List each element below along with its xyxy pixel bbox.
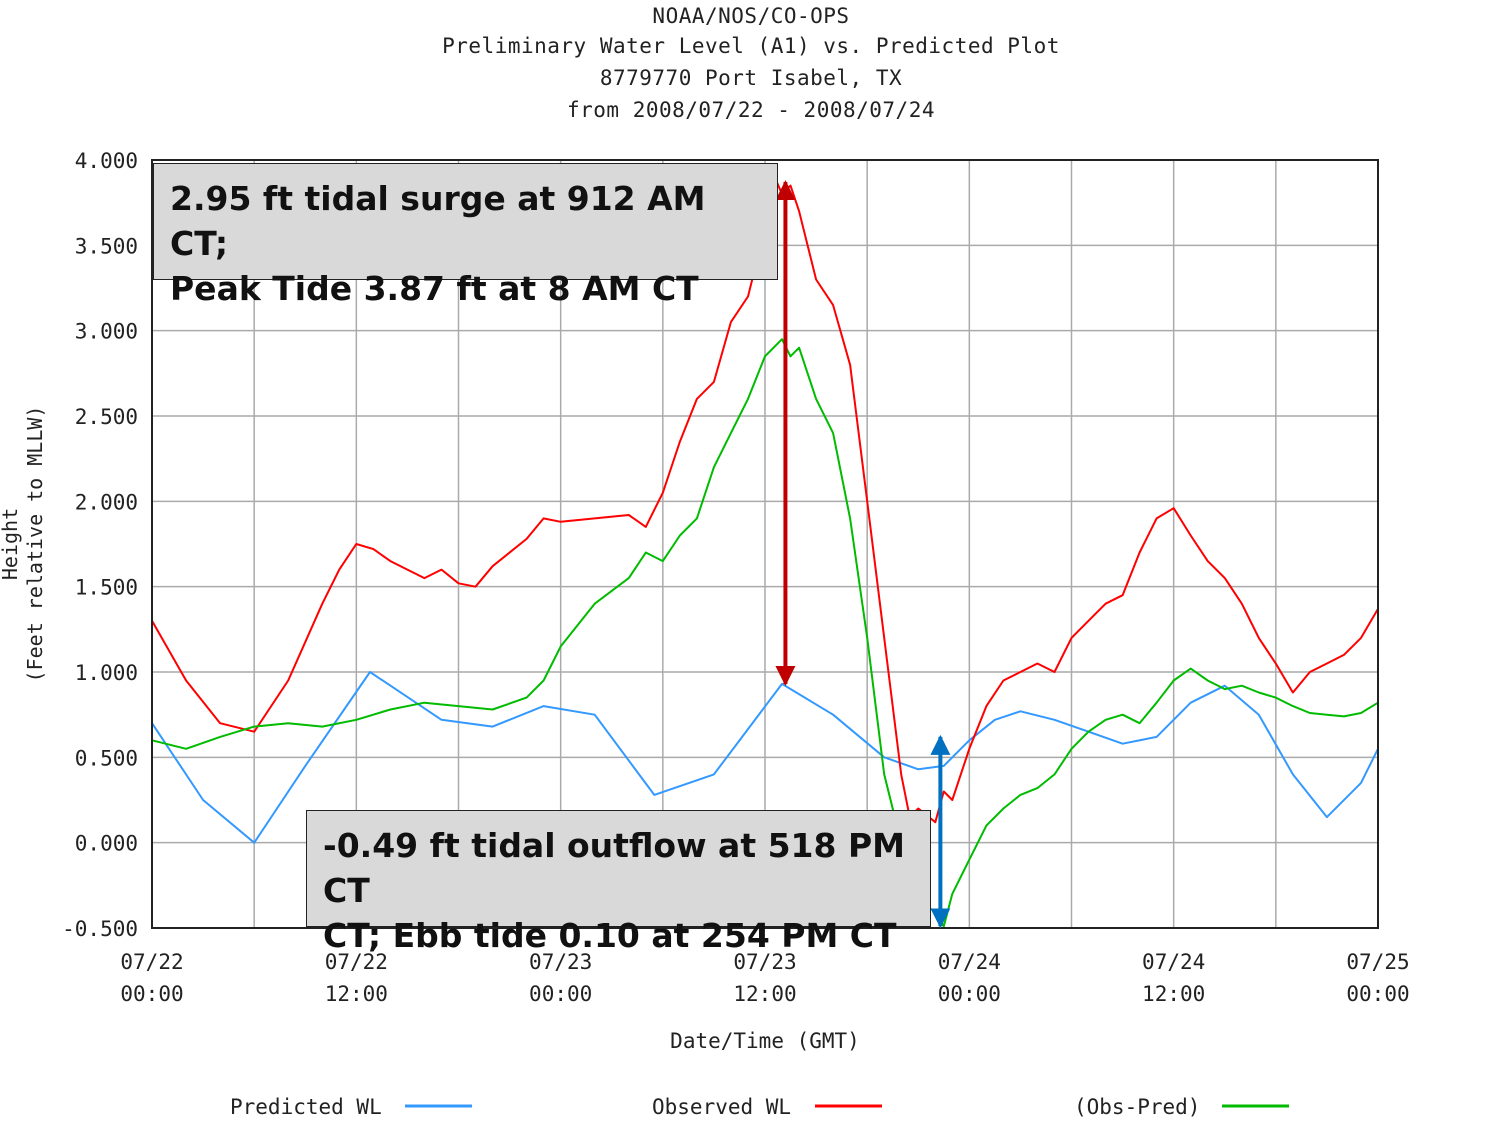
legend: Predicted WL Observed WL (Obs-Pred) — [230, 1095, 1289, 1119]
y-axis-label-line-2: (Feet relative to MLLW) — [23, 406, 47, 683]
legend-observed-label: Observed WL — [652, 1095, 791, 1119]
x-tick-date-label: 07/25 — [1346, 950, 1409, 974]
legend-obs-pred-label: (Obs-Pred) — [1074, 1095, 1200, 1119]
legend-predicted-label: Predicted WL — [230, 1095, 382, 1119]
chart-title-line-3: 8779770 Port Isabel, TX — [599, 66, 903, 90]
y-tick-label: 0.500 — [75, 746, 138, 770]
x-axis-ticks: 07/22 00:00 07/22 12:00 07/23 00:00 07/23 12:00… — [120, 950, 1409, 1006]
x-tick-date-label: 07/22 — [325, 950, 388, 974]
x-tick-time-label: 00:00 — [120, 982, 183, 1006]
y-tick-label: 4.000 — [75, 149, 138, 173]
x-tick-date-label: 07/24 — [938, 950, 1001, 974]
surge-annotation: 2.95 ft tidal surge at 912 AM CT; Peak T… — [153, 163, 778, 308]
chart-title-line-1: NOAA/NOS/CO-OPS — [652, 4, 850, 28]
outflow-annotation-line-1: -0.49 ft tidal outflow at 518 PM CT — [323, 826, 905, 910]
chart-title-line-4: from 2008/07/22 - 2008/07/24 — [566, 98, 935, 122]
surge-annotation-line-2: Peak Tide 3.87 ft at 8 AM CT — [170, 269, 699, 308]
x-tick-time-label: 12:00 — [1142, 982, 1205, 1006]
x-tick-date-label: 07/24 — [1142, 950, 1205, 974]
y-tick-label: 2.500 — [75, 405, 138, 429]
y-tick-label: 2.000 — [75, 490, 138, 514]
x-tick-time-label: 12:00 — [733, 982, 796, 1006]
x-tick-time-label: 00:00 — [529, 982, 592, 1006]
observed-wl-line — [151, 181, 1379, 824]
y-axis-label-line-1: Height — [0, 508, 22, 580]
surge-annotation-line-1: 2.95 ft tidal surge at 912 AM CT; — [170, 179, 706, 263]
chart-title-line-2: Preliminary Water Level (A1) vs. Predict… — [442, 34, 1060, 58]
outflow-annotation-line-2: CT; Ebb tide 0.10 at 254 PM CT — [323, 916, 897, 955]
plot-border — [151, 159, 1379, 929]
x-tick-time-label: 12:00 — [325, 982, 388, 1006]
y-tick-label: -0.500 — [62, 917, 138, 941]
x-tick-time-label: 00:00 — [1346, 982, 1409, 1006]
y-tick-label: 1.000 — [75, 661, 138, 685]
y-tick-label: 0.000 — [75, 832, 138, 856]
obs-pred-line — [151, 338, 1379, 928]
y-tick-label: 1.500 — [75, 576, 138, 600]
y-tick-label: 3.500 — [75, 234, 138, 258]
x-tick-date-label: 07/22 — [120, 950, 183, 974]
y-axis-ticks: 4.000 3.500 3.000 2.500 2.000 1.500 1.000 0.500… — [62, 149, 138, 941]
arrow-layer — [775, 180, 951, 929]
outflow-annotation: -0.49 ft tidal outflow at 518 PM CT CT; … — [306, 810, 931, 955]
y-tick-label: 3.000 — [75, 320, 138, 344]
x-tick-date-label: 07/23 — [529, 950, 592, 974]
x-tick-time-label: 00:00 — [938, 982, 1001, 1006]
x-tick-date-label: 07/23 — [733, 950, 796, 974]
x-axis-label: Date/Time (GMT) — [670, 1029, 860, 1053]
